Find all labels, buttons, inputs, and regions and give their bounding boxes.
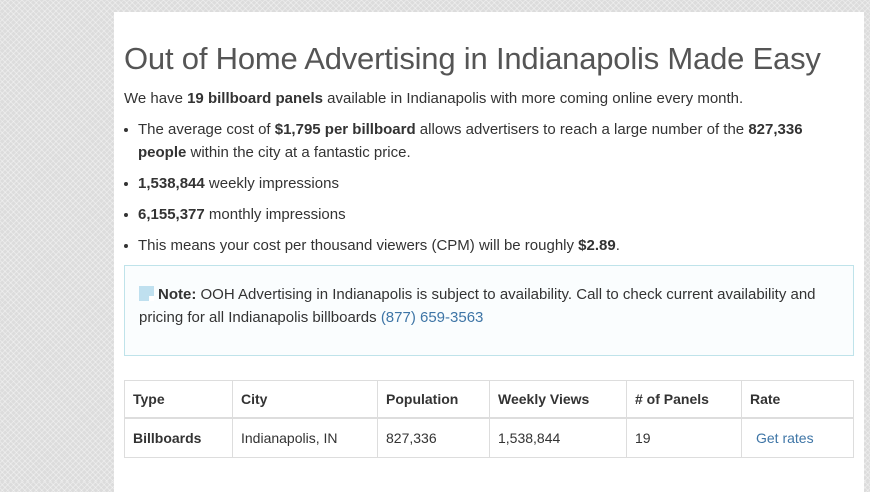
cell-population: 827,336 [377,417,490,458]
weekly-impressions-label: weekly impressions [204,175,339,192]
cell-weekly-views: 1,538,844 [489,417,627,458]
availability-note: Note: OOH Advertising in Indianapolis is… [124,265,854,356]
stat-weekly-impressions: 1,538,844 weekly impressions [124,172,854,195]
header-type: Type [124,380,233,419]
stat-average-cost: The average cost of $1,795 per billboard… [124,118,854,164]
main-content: Out of Home Advertising in Indianapolis … [114,12,864,458]
header-rate: Rate [741,380,854,419]
get-rates-link[interactable]: Get rates [756,430,814,446]
stat-cpm: This means your cost per thousand viewer… [124,234,854,257]
stat-1-people: 827,336 people [138,121,803,161]
cpm-text: This means your cost per thousand viewer… [138,237,579,254]
table-row: Billboards Indianapolis, IN 827,336 1,53… [124,417,854,458]
stat-1-text-1: The average cost of [138,121,275,138]
note-label: Note: [158,286,197,303]
stat-1-text-2: allows advertisers to reach a large numb… [415,121,749,138]
monthly-impressions-label: monthly impressions [204,206,346,223]
monthly-impressions-value: 6,155,377 [138,206,205,223]
cpm-end: . [615,237,620,254]
content-card: Out of Home Advertising in Indianapolis … [114,12,864,492]
stat-1-cost: $1,795 per billboard [274,121,416,138]
intro-post: available in Indianapolis with more comi… [322,90,744,107]
stat-1-text-3: within the city at a fantastic price. [186,144,411,161]
billboard-table: Type City Population Weekly Views # of P… [124,380,854,458]
cell-city: Indianapolis, IN [232,417,378,458]
cell-panels: 19 [626,417,742,458]
page-title: Out of Home Advertising in Indianapolis … [124,41,821,76]
stats-list: The average cost of $1,795 per billboard… [124,118,854,257]
note-icon [139,286,154,301]
table-header-row: Type City Population Weekly Views # of P… [124,380,854,419]
weekly-impressions-value: 1,538,844 [138,175,205,192]
intro-bold: 19 billboard panels [187,90,323,107]
header-weekly-views: Weekly Views [489,380,627,419]
intro-pre: We have [124,90,188,107]
cpm-value: $2.89 [578,237,616,254]
intro-text: We have 19 billboard panels available in… [124,88,854,110]
header-population: Population [377,380,490,419]
header-city: City [232,380,378,419]
phone-link[interactable]: (877) 659-3563 [380,309,484,326]
stat-monthly-impressions: 6,155,377 monthly impressions [124,203,854,226]
header-panels: # of Panels [626,380,742,419]
note-text: OOH Advertising in Indianapolis is subje… [139,286,816,326]
cell-type: Billboards [124,417,233,458]
